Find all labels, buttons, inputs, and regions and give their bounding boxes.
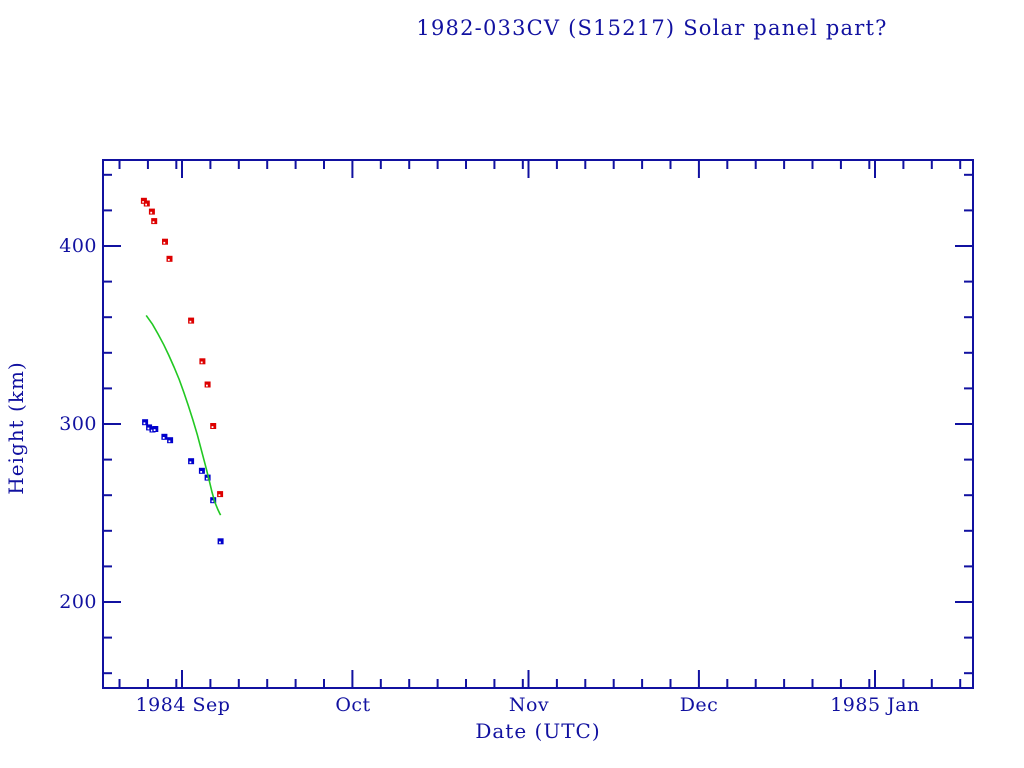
red-data-point	[143, 200, 150, 207]
y-axis-ticks	[103, 173, 973, 675]
blue-data-point	[204, 474, 211, 481]
red-data-point	[188, 317, 195, 324]
series-green_line	[145, 314, 222, 516]
prediction-curve	[145, 314, 222, 516]
red-data-point	[210, 423, 217, 429]
x-tick-label-1984-sep: 1984 Sep	[135, 694, 231, 716]
x-tick-label-oct: Oct	[335, 694, 371, 716]
x-axis-title: Date (UTC)	[475, 719, 601, 743]
blue-data-point	[217, 538, 224, 545]
red-data-point	[148, 208, 155, 215]
y-tick-label-300: 300	[59, 413, 97, 435]
x-axis-ticks	[118, 160, 962, 688]
blue-data-point	[167, 437, 174, 444]
series-blue_squares	[142, 419, 224, 545]
y-tick-label-200: 200	[59, 591, 97, 613]
x-tick-label-dec: Dec	[679, 694, 719, 716]
chart-title: 1982-033CV (S15217) Solar panel part?	[416, 16, 888, 40]
blue-data-point	[146, 424, 153, 431]
series-red_squares	[140, 197, 224, 498]
red-data-point	[151, 218, 158, 225]
axes-frame	[102, 159, 974, 689]
red-data-point	[199, 358, 206, 365]
red-data-point	[204, 381, 211, 388]
blue-data-point	[188, 458, 195, 465]
blue-data-point	[152, 426, 159, 432]
y-axis-title: Height (km)	[4, 361, 28, 495]
blue-data-point	[198, 467, 205, 474]
blue-data-point	[161, 433, 168, 440]
blue-data-point	[210, 497, 217, 504]
red-data-point	[166, 255, 173, 262]
x-tick-label-nov: Nov	[508, 694, 550, 716]
blue-data-point	[142, 419, 149, 426]
y-tick-label-400: 400	[59, 235, 97, 257]
red-data-point	[217, 491, 224, 498]
red-data-point	[162, 238, 168, 245]
x-tick-label-1985-jan: 1985 Jan	[830, 694, 920, 716]
